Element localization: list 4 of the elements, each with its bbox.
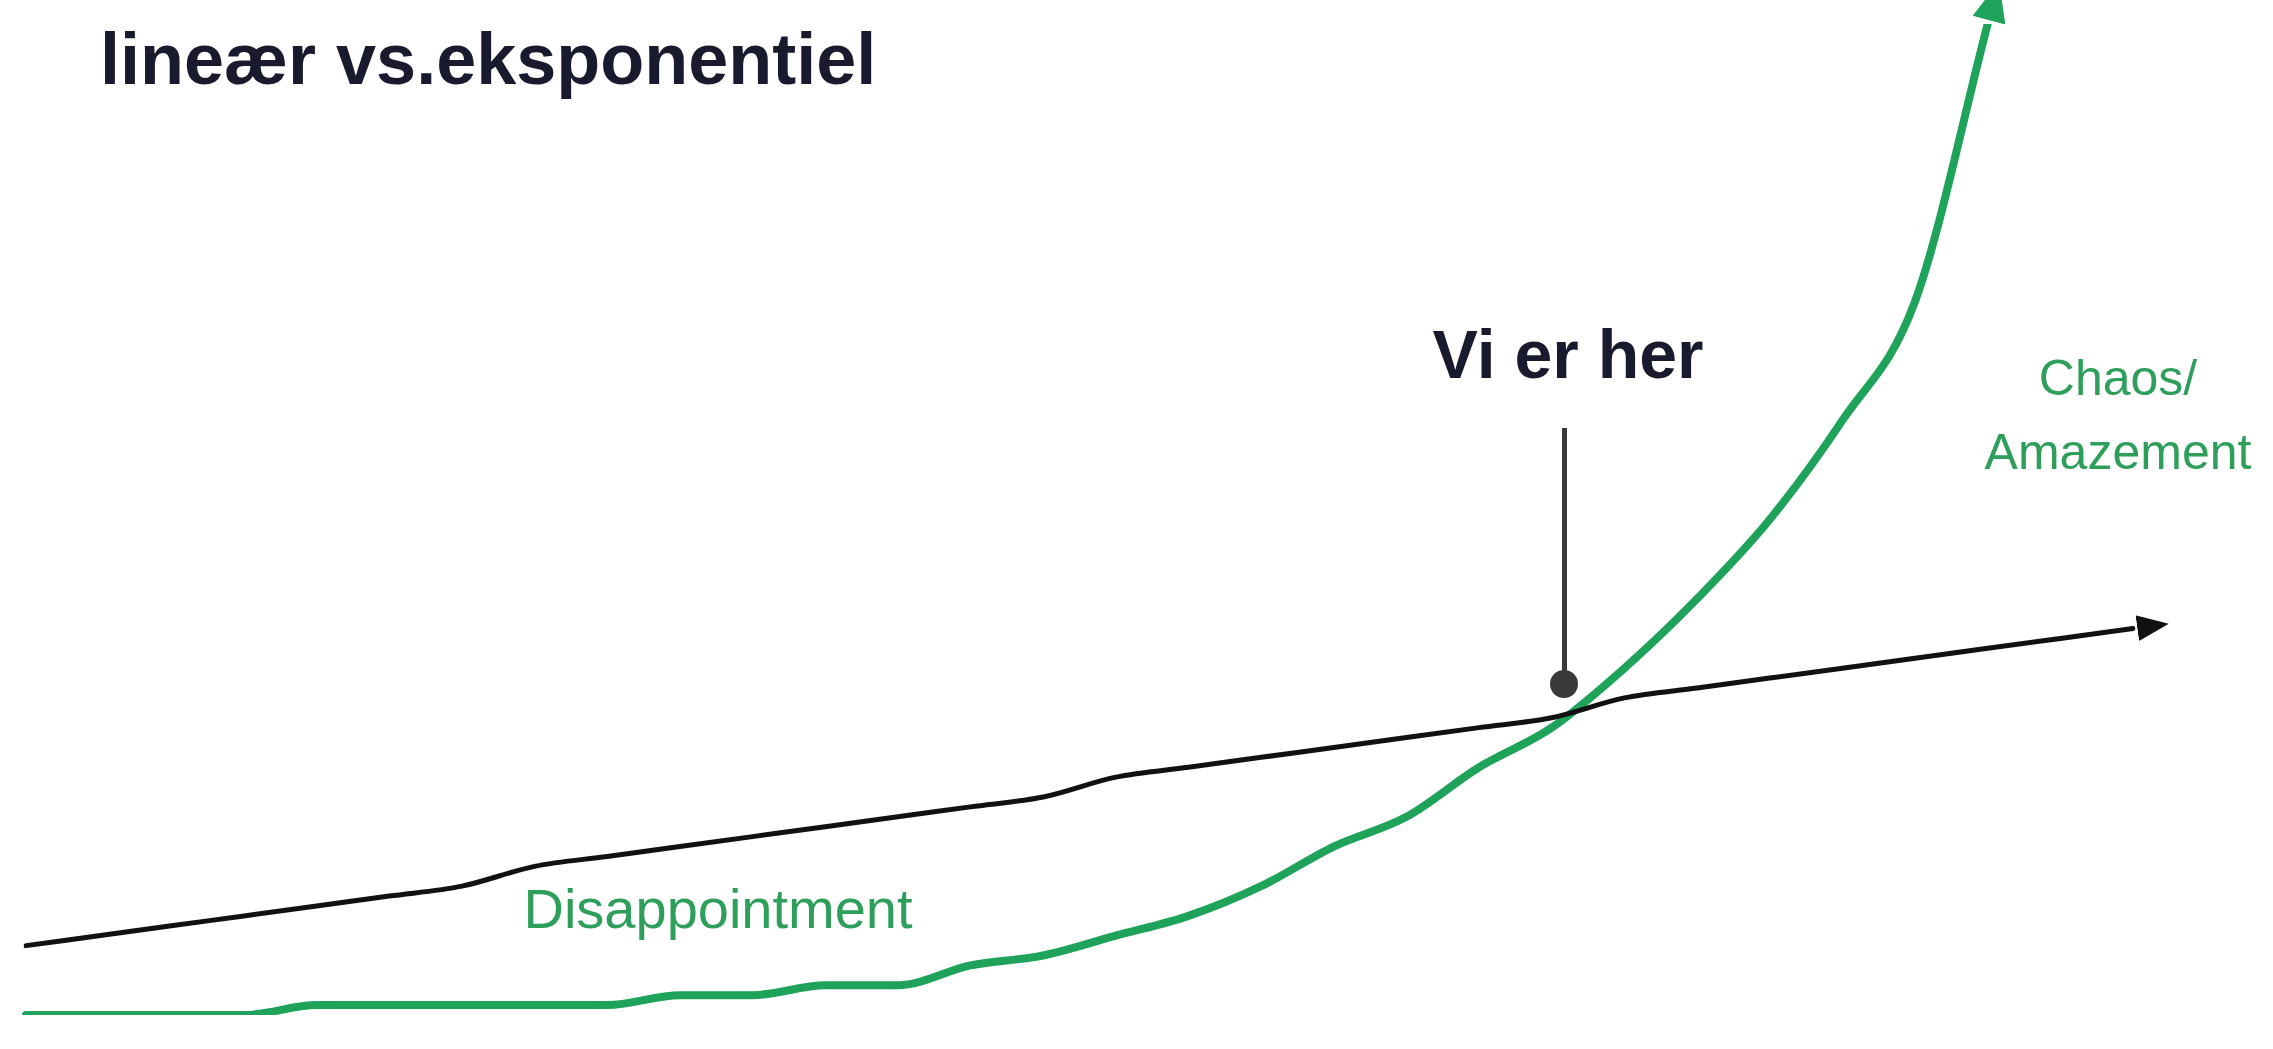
- annotation: Chaos/ Amazement: [1984, 350, 2252, 480]
- chart-title: lineær vs.eksponentiel: [100, 18, 877, 100]
- annotation: Disappointment: [523, 877, 913, 940]
- annotation: Vi er her: [1432, 316, 1704, 392]
